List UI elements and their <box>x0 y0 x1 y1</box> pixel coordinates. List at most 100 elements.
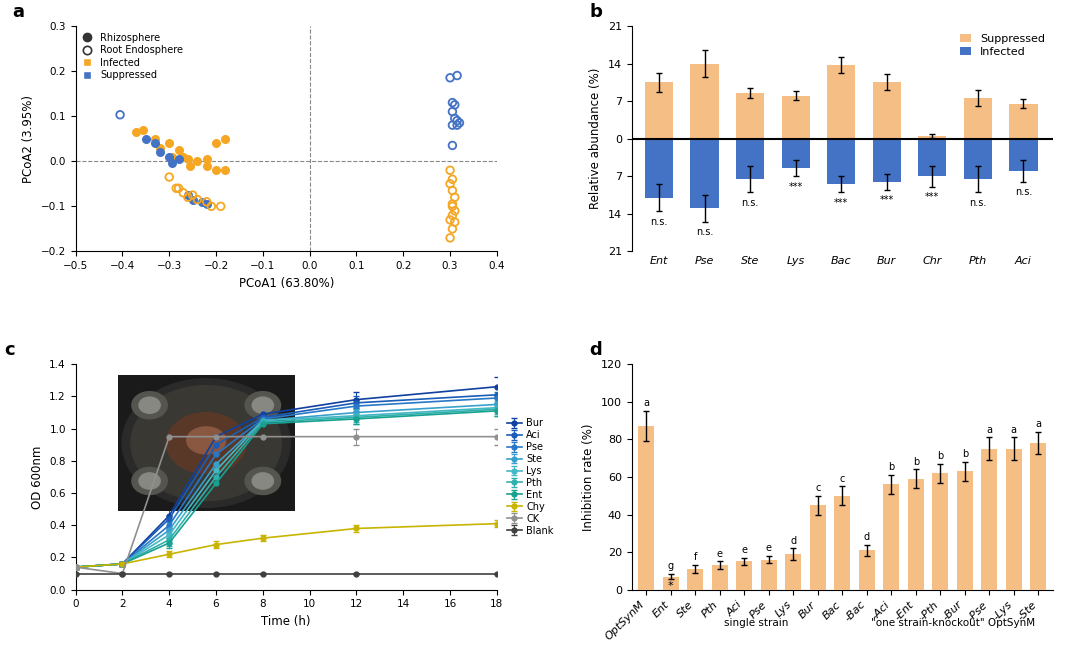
Bar <box>827 139 855 184</box>
Point <box>448 71 465 81</box>
Text: c: c <box>815 483 821 493</box>
Point <box>203 201 220 211</box>
Text: a: a <box>12 3 25 21</box>
Point <box>444 97 461 108</box>
Bar <box>810 505 826 590</box>
Legend: Bur, Aci, Pse, Ste, Lys, Pth, Ent, Chy, CK, Blank: Bur, Aci, Pse, Ste, Lys, Pth, Ent, Chy, … <box>505 417 555 537</box>
Bar <box>690 139 718 209</box>
Text: g: g <box>667 561 674 571</box>
Point <box>444 224 461 234</box>
Point <box>442 73 459 83</box>
Point <box>442 179 459 189</box>
Bar <box>663 577 679 590</box>
Bar <box>735 139 765 179</box>
Bar <box>645 139 673 198</box>
Point <box>137 133 154 144</box>
Y-axis label: OD 600nm: OD 600nm <box>30 445 43 509</box>
Text: c: c <box>839 474 845 483</box>
Bar <box>1010 104 1038 139</box>
Text: ***: *** <box>788 181 802 192</box>
Point <box>444 106 461 117</box>
Point <box>161 138 178 148</box>
Point <box>444 120 461 130</box>
Bar <box>835 496 850 590</box>
Bar <box>1005 449 1022 590</box>
Point <box>170 154 187 164</box>
Bar <box>908 479 923 590</box>
Point <box>175 188 192 198</box>
Text: n.s.: n.s. <box>742 198 759 208</box>
Text: e: e <box>741 545 747 555</box>
Legend: Rhizosphere, Root Endosphere, Infected, Suppressed: Rhizosphere, Root Endosphere, Infected, … <box>81 31 185 82</box>
Bar <box>873 82 901 139</box>
Bar <box>859 550 875 590</box>
Text: a: a <box>1011 424 1016 435</box>
Point <box>167 183 185 194</box>
Bar <box>737 561 753 590</box>
Text: b: b <box>937 451 944 461</box>
Point <box>446 205 463 216</box>
Bar <box>873 139 901 181</box>
Point <box>184 194 201 205</box>
Point <box>444 199 461 209</box>
Bar <box>932 473 948 590</box>
Bar <box>963 98 991 139</box>
Bar <box>918 139 946 176</box>
Point <box>444 201 461 211</box>
Point <box>198 161 215 171</box>
Point <box>446 217 463 227</box>
Bar <box>690 64 718 139</box>
Bar <box>957 471 973 590</box>
Bar <box>782 96 810 139</box>
Point <box>207 138 225 148</box>
Text: n.s.: n.s. <box>696 227 713 237</box>
Text: b: b <box>888 462 894 472</box>
Bar <box>1030 443 1047 590</box>
Bar <box>883 485 900 590</box>
Point <box>163 158 180 168</box>
Point <box>444 185 461 196</box>
Point <box>448 120 465 130</box>
Bar <box>761 560 777 590</box>
Bar <box>638 426 654 590</box>
Text: ***: *** <box>879 195 894 205</box>
Point <box>151 147 168 157</box>
Point <box>444 174 461 185</box>
Bar <box>963 139 991 179</box>
Text: a: a <box>986 424 993 435</box>
Y-axis label: Inhibition rate (%): Inhibition rate (%) <box>582 423 595 531</box>
X-axis label: Time (h): Time (h) <box>261 615 311 628</box>
Y-axis label: PCoA2 (3.95%): PCoA2 (3.95%) <box>22 95 35 183</box>
Bar <box>735 93 765 139</box>
Point <box>217 133 234 144</box>
Point <box>442 233 459 243</box>
Point <box>161 172 178 182</box>
Point <box>193 196 211 207</box>
X-axis label: PCoA1 (63.80%): PCoA1 (63.80%) <box>239 277 334 290</box>
Point <box>151 143 168 153</box>
Text: e: e <box>766 543 772 553</box>
Bar <box>645 82 673 139</box>
Point <box>442 214 459 225</box>
Legend: Suppressed, Infected: Suppressed, Infected <box>958 32 1048 59</box>
Text: ***: *** <box>834 198 848 208</box>
Point <box>175 152 192 162</box>
Text: n.s.: n.s. <box>650 216 667 227</box>
Point <box>198 199 215 209</box>
Point <box>184 190 201 200</box>
Point <box>444 210 461 220</box>
Point <box>198 154 215 164</box>
Point <box>111 110 129 120</box>
Text: b: b <box>961 449 968 459</box>
Bar <box>712 565 728 590</box>
Text: a: a <box>1036 419 1041 429</box>
Point <box>450 118 468 128</box>
Point <box>217 165 234 176</box>
Bar <box>918 136 946 139</box>
Text: d: d <box>864 532 869 542</box>
Point <box>170 183 187 194</box>
Point <box>170 145 187 155</box>
Bar <box>982 449 997 590</box>
Bar <box>827 65 855 139</box>
Text: "one strain-knockout" OptSynM: "one strain-knockout" OptSynM <box>870 618 1035 628</box>
